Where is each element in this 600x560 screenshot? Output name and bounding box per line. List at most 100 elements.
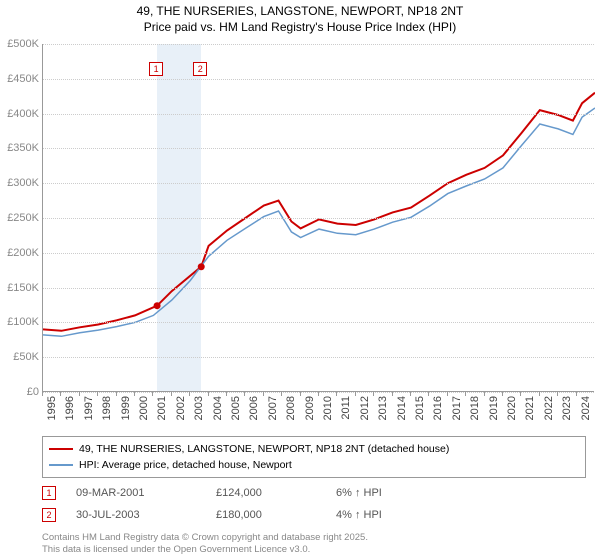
x-tick-label: 2006: [248, 396, 260, 420]
x-tick-label: 1996: [64, 396, 76, 420]
footnote-line-1: Contains HM Land Registry data © Crown c…: [42, 532, 586, 544]
gridline-h: [43, 183, 594, 184]
y-tick-label: £250K: [7, 212, 39, 224]
x-tick-label: 2024: [580, 396, 592, 420]
x-tick: [79, 392, 80, 396]
x-tick: [447, 392, 448, 396]
gridline-h: [43, 357, 594, 358]
x-tick: [336, 392, 337, 396]
x-tick-label: 2009: [304, 396, 316, 420]
y-tick-label: £500K: [7, 38, 39, 50]
x-tick: [392, 392, 393, 396]
sale-date: 30-JUL-2003: [76, 509, 216, 521]
y-tick-label: £100K: [7, 316, 39, 328]
x-tick: [60, 392, 61, 396]
x-tick-label: 2010: [322, 396, 334, 420]
x-tick: [97, 392, 98, 396]
y-tick-label: £450K: [7, 73, 39, 85]
x-tick: [152, 392, 153, 396]
chart-container: 49, THE NURSERIES, LANGSTONE, NEWPORT, N…: [0, 0, 600, 560]
x-tick: [263, 392, 264, 396]
sale-row: 2 30-JUL-2003£180,0004% ↑ HPI: [42, 504, 586, 526]
x-tick: [428, 392, 429, 396]
x-tick-label: 2020: [506, 396, 518, 420]
x-tick-label: 2019: [488, 396, 500, 420]
x-tick-label: 1997: [83, 396, 95, 420]
gridline-h: [43, 44, 594, 45]
series-line-hpi: [43, 108, 595, 336]
x-tick-label: 2008: [285, 396, 297, 420]
x-tick-label: 2013: [377, 396, 389, 420]
x-tick-label: 2012: [359, 396, 371, 420]
gridline-h: [43, 114, 594, 115]
x-tick-label: 2001: [156, 396, 168, 420]
x-tick-label: 2004: [212, 396, 224, 420]
x-tick-label: 2002: [175, 396, 187, 420]
sale-price: £180,000: [216, 509, 336, 521]
x-tick-label: 2016: [432, 396, 444, 420]
x-tick: [539, 392, 540, 396]
x-tick-label: 2022: [543, 396, 555, 420]
x-tick-label: 2007: [267, 396, 279, 420]
gridline-h: [43, 322, 594, 323]
gridline-h: [43, 148, 594, 149]
x-tick: [520, 392, 521, 396]
title-line-1: 49, THE NURSERIES, LANGSTONE, NEWPORT, N…: [0, 4, 600, 20]
x-tick: [134, 392, 135, 396]
chart-title: 49, THE NURSERIES, LANGSTONE, NEWPORT, N…: [0, 0, 600, 35]
x-tick-label: 2015: [414, 396, 426, 420]
legend-swatch-hpi: [49, 464, 73, 466]
legend-box: 49, THE NURSERIES, LANGSTONE, NEWPORT, N…: [42, 436, 586, 478]
x-tick-label: 2014: [396, 396, 408, 420]
y-tick-label: £150K: [7, 282, 39, 294]
x-tick: [244, 392, 245, 396]
x-tick: [502, 392, 503, 396]
x-tick: [576, 392, 577, 396]
sale-row-marker: 1: [42, 486, 56, 500]
sale-row: 1 09-MAR-2001£124,0006% ↑ HPI: [42, 482, 586, 504]
sales-rows: 1 09-MAR-2001£124,0006% ↑ HPI 2 30-JUL-2003…: [42, 482, 586, 526]
x-tick-label: 2021: [524, 396, 536, 420]
x-tick: [281, 392, 282, 396]
sale-row-marker: 2: [42, 508, 56, 522]
y-tick-label: £200K: [7, 247, 39, 259]
gridline-h: [43, 288, 594, 289]
sale-dot: [198, 263, 205, 270]
x-tick: [355, 392, 356, 396]
gridline-h: [43, 253, 594, 254]
x-tick: [171, 392, 172, 396]
sale-marker-box: 2: [193, 62, 207, 76]
legend-label-property: 49, THE NURSERIES, LANGSTONE, NEWPORT, N…: [79, 443, 449, 455]
x-tick-label: 1999: [120, 396, 132, 420]
sale-price: £124,000: [216, 487, 336, 499]
plot-area: [42, 44, 594, 392]
x-tick-label: 1995: [46, 396, 58, 420]
x-tick: [189, 392, 190, 396]
legend-area: 49, THE NURSERIES, LANGSTONE, NEWPORT, N…: [42, 436, 586, 557]
legend-row-hpi: HPI: Average price, detached house, Newp…: [49, 457, 579, 473]
x-tick: [42, 392, 43, 396]
legend-row-property: 49, THE NURSERIES, LANGSTONE, NEWPORT, N…: [49, 441, 579, 457]
legend-swatch-property: [49, 448, 73, 450]
x-tick-label: 2023: [561, 396, 573, 420]
footnote-line-2: This data is licensed under the Open Gov…: [42, 544, 586, 556]
y-tick-label: £0: [27, 386, 39, 398]
series-line-property: [43, 93, 595, 331]
gridline-h: [43, 218, 594, 219]
y-tick-label: £400K: [7, 108, 39, 120]
x-tick-label: 2017: [451, 396, 463, 420]
sale-change: 4% ↑ HPI: [336, 509, 416, 521]
sale-marker-box: 1: [149, 62, 163, 76]
x-tick-label: 2003: [193, 396, 205, 420]
footnote: Contains HM Land Registry data © Crown c…: [42, 532, 586, 557]
x-tick: [410, 392, 411, 396]
x-tick-label: 2018: [469, 396, 481, 420]
x-tick: [208, 392, 209, 396]
sale-date: 09-MAR-2001: [76, 487, 216, 499]
x-tick: [116, 392, 117, 396]
sale-dot: [154, 302, 161, 309]
x-tick: [226, 392, 227, 396]
x-tick-label: 2005: [230, 396, 242, 420]
gridline-h: [43, 79, 594, 80]
sale-change: 6% ↑ HPI: [336, 487, 416, 499]
